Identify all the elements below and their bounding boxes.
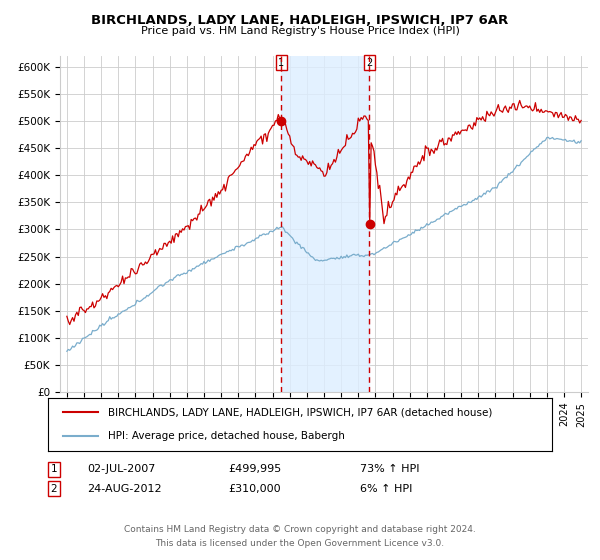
Text: This data is licensed under the Open Government Licence v3.0.: This data is licensed under the Open Gov… [155, 539, 445, 548]
Text: BIRCHLANDS, LADY LANE, HADLEIGH, IPSWICH, IP7 6AR (detached house): BIRCHLANDS, LADY LANE, HADLEIGH, IPSWICH… [109, 408, 493, 418]
Text: 02-JUL-2007: 02-JUL-2007 [87, 464, 155, 474]
Text: 1: 1 [278, 58, 284, 68]
Text: 1: 1 [50, 464, 58, 474]
Text: 24-AUG-2012: 24-AUG-2012 [87, 484, 161, 494]
Text: £499,995: £499,995 [228, 464, 281, 474]
Text: 2: 2 [50, 484, 58, 494]
Text: Contains HM Land Registry data © Crown copyright and database right 2024.: Contains HM Land Registry data © Crown c… [124, 525, 476, 534]
Text: 73% ↑ HPI: 73% ↑ HPI [360, 464, 419, 474]
Text: £310,000: £310,000 [228, 484, 281, 494]
Text: HPI: Average price, detached house, Babergh: HPI: Average price, detached house, Babe… [109, 431, 346, 441]
Text: 6% ↑ HPI: 6% ↑ HPI [360, 484, 412, 494]
Text: BIRCHLANDS, LADY LANE, HADLEIGH, IPSWICH, IP7 6AR: BIRCHLANDS, LADY LANE, HADLEIGH, IPSWICH… [91, 14, 509, 27]
Text: Price paid vs. HM Land Registry's House Price Index (HPI): Price paid vs. HM Land Registry's House … [140, 26, 460, 36]
Text: 2: 2 [367, 58, 373, 68]
